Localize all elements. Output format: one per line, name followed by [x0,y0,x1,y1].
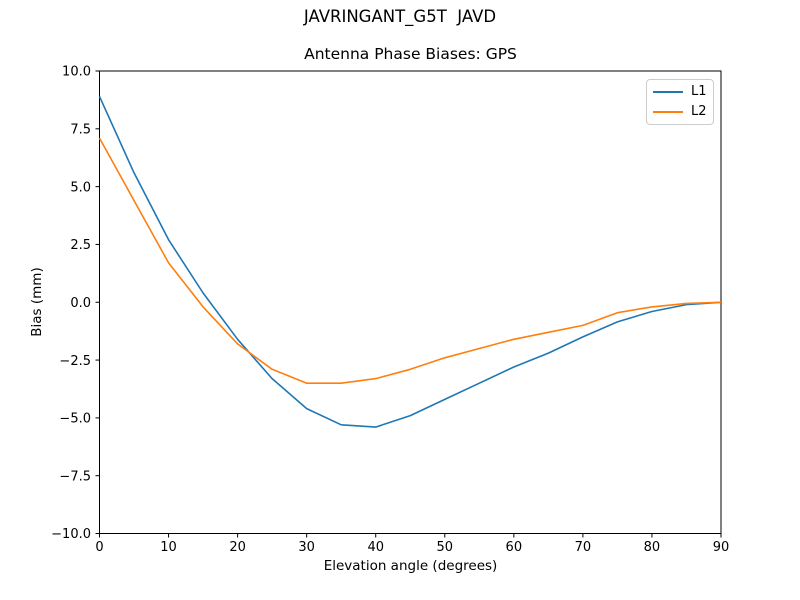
y-tick-label: 2.5 [70,238,91,253]
x-tick-label: 40 [367,540,384,555]
y-tick-label: 7.5 [70,123,91,138]
y-tick-label: 5.0 [70,180,91,195]
y-axis-label: Bias (mm) [29,267,45,337]
y-tick-label: −5.0 [59,412,91,427]
x-tick-label: 80 [644,540,661,555]
legend: L1 L2 [646,79,714,125]
x-tick-label: 70 [575,540,592,555]
legend-item-l2: L2 [653,104,707,119]
legend-item-l1: L1 [653,84,707,99]
legend-label-l2: L2 [691,104,707,119]
x-tick-label: 30 [298,540,315,555]
legend-label-l1: L1 [691,84,707,99]
series-line-l1 [98,96,722,428]
x-axis-label: Elevation angle (degrees) [323,558,498,574]
x-tick-label: 0 [95,540,103,555]
axes-title: Antenna Phase Biases: GPS [304,45,517,63]
y-tick-label: −2.5 [59,354,91,369]
legend-line-l2 [653,111,683,113]
x-tick-label: 50 [437,540,454,555]
series-line-l2 [98,137,722,385]
x-tick-label: 20 [229,540,246,555]
axes-spines [99,70,722,534]
y-tick-label: 10.0 [62,65,91,80]
legend-line-l1 [653,91,683,93]
y-tick-label: −7.5 [59,469,91,484]
figure-title: JAVRINGANT_G5T JAVD [303,7,497,26]
x-tick-label: 90 [713,540,730,555]
x-tick-label: 10 [160,540,177,555]
y-tick-label: 0.0 [70,296,91,311]
y-tick-label: −10.0 [51,527,91,542]
x-tick-label: 60 [506,540,523,555]
